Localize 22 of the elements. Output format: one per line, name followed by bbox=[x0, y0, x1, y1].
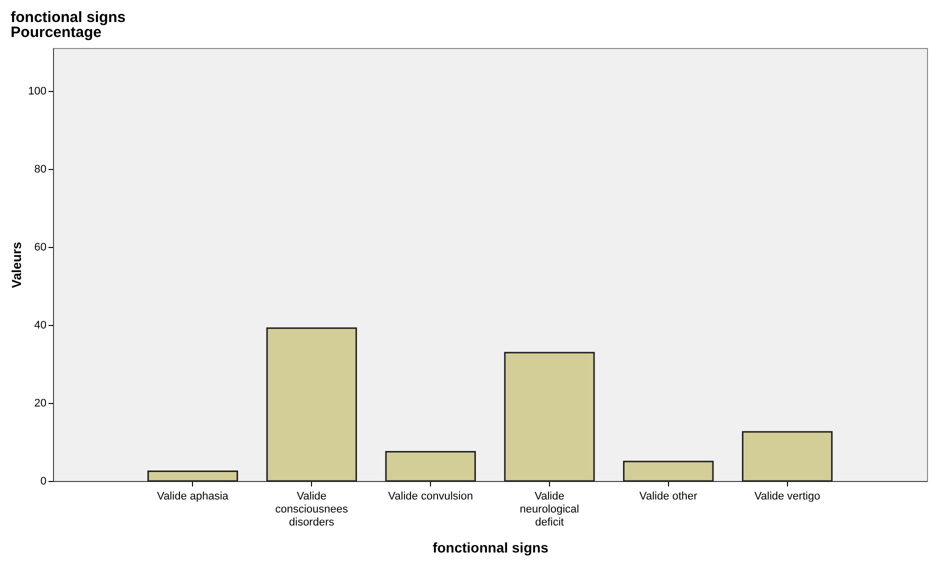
y-tick-label: 0 bbox=[40, 476, 46, 488]
bar bbox=[385, 450, 476, 482]
bar bbox=[266, 327, 357, 482]
x-tick-label: Valide consciousnees disorders bbox=[275, 490, 349, 528]
y-tick-label: 40 bbox=[34, 319, 46, 332]
y-tick-label: 60 bbox=[34, 241, 46, 254]
x-axis-title: fonctionnal signs bbox=[432, 540, 549, 556]
x-tick-label: Valide vertigo bbox=[754, 490, 820, 502]
bar bbox=[623, 460, 714, 482]
x-tick-label: Valide aphasia bbox=[157, 490, 230, 502]
chart-subtitle: Pourcentage bbox=[10, 24, 102, 41]
y-tick-label: 100 bbox=[28, 85, 46, 98]
bar bbox=[504, 352, 595, 482]
x-tick-label: Valide other bbox=[639, 490, 698, 502]
bar bbox=[147, 470, 238, 482]
x-tick-label: Valide convulsion bbox=[388, 490, 473, 502]
bar bbox=[742, 431, 833, 482]
y-tick-label: 20 bbox=[34, 397, 46, 410]
chart-title: fonctional signs bbox=[10, 9, 126, 26]
x-tick-label: Valide neurological deficit bbox=[520, 490, 580, 528]
y-axis-title: Valeurs bbox=[9, 242, 24, 288]
y-tick-label: 80 bbox=[34, 163, 46, 176]
